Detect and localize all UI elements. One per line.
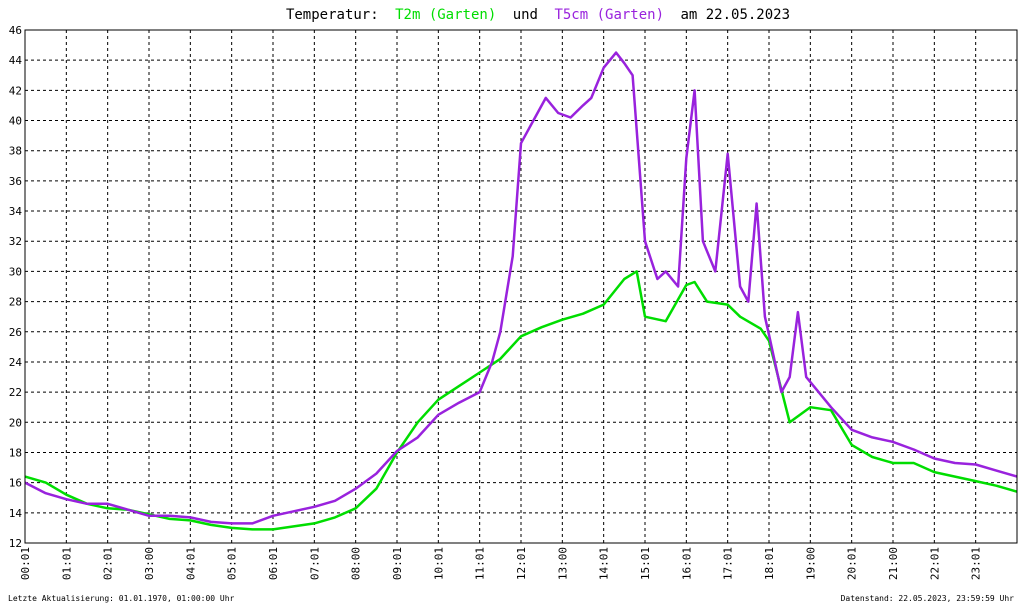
x-tick-label: 03:00 — [143, 547, 156, 580]
x-tick-label: 12:01 — [515, 547, 528, 580]
x-tick-label: 06:01 — [267, 547, 280, 580]
chart-title: Temperatur: T2m (Garten) und T5cm (Garte… — [286, 7, 790, 23]
footer-last-update: Letzte Aktualisierung: 01.01.1970, 01:00… — [8, 594, 235, 603]
series-lines — [24, 51, 1018, 531]
x-tick-label: 15:01 — [639, 547, 652, 580]
x-axis-ticks: 00:01 01:01 02:01 03:00 04:01 05:01 06:01 07:01… — [19, 547, 983, 580]
x-tick-label: 21:00 — [887, 547, 900, 580]
x-tick-label: 19:00 — [804, 547, 817, 580]
series-line-1 — [24, 270, 1018, 531]
y-tick-label: 42 — [9, 84, 22, 97]
y-tick-label: 18 — [9, 446, 22, 459]
x-tick-label: 00:01 — [19, 547, 32, 580]
title-series1: T2m (Garten) — [395, 7, 496, 23]
x-tick-label: 14:01 — [598, 547, 611, 580]
x-tick-label: 04:01 — [184, 547, 197, 580]
y-tick-label: 38 — [9, 145, 22, 158]
x-tick-label: 07:01 — [308, 547, 321, 580]
y-tick-label: 24 — [9, 356, 23, 369]
plot-frame — [24, 29, 1018, 544]
x-tick-label: 18:01 — [763, 547, 776, 580]
series-line-2 — [24, 51, 1018, 525]
y-tick-label: 26 — [9, 326, 22, 339]
x-tick-label: 01:01 — [60, 547, 73, 580]
x-tick-label: 20:01 — [846, 547, 859, 580]
y-tick-label: 22 — [9, 386, 22, 399]
x-tick-label: 02:01 — [102, 547, 115, 580]
x-tick-label: 05:01 — [226, 547, 239, 580]
title-series2: T5cm (Garten) — [554, 7, 664, 23]
x-tick-label: 08:00 — [350, 547, 363, 580]
footer-data-status: Datenstand: 22.05.2023, 23:59:59 Uhr — [841, 594, 1015, 603]
x-tick-label: 11:01 — [474, 547, 487, 580]
title-joiner: und — [513, 7, 538, 23]
grid — [25, 30, 1017, 543]
y-tick-label: 14 — [9, 507, 23, 520]
x-tick-label: 17:01 — [722, 547, 735, 580]
x-tick-label: 23:01 — [970, 547, 983, 580]
y-tick-label: 16 — [9, 477, 22, 490]
y-tick-label: 28 — [9, 296, 22, 309]
y-tick-label: 32 — [9, 235, 22, 248]
x-tick-label: 10:01 — [432, 547, 445, 580]
y-tick-label: 36 — [9, 175, 22, 188]
x-tick-label: 16:01 — [680, 547, 693, 580]
y-axis-ticks: 12 14 16 18 20 22 24 26 28 30 32 34 36 38 40 42 44 46 — [9, 24, 23, 550]
y-tick-label: 20 — [9, 416, 22, 429]
y-tick-label: 34 — [9, 205, 23, 218]
y-tick-label: 46 — [9, 24, 22, 37]
y-tick-label: 44 — [9, 54, 23, 67]
x-tick-label: 13:00 — [556, 547, 569, 580]
y-tick-label: 12 — [9, 537, 22, 550]
y-tick-label: 40 — [9, 115, 22, 128]
x-tick-label: 22:01 — [928, 547, 941, 580]
x-tick-label: 09:01 — [391, 547, 404, 580]
title-suffix: am 22.05.2023 — [680, 7, 790, 23]
chart-title-text: Temperatur: T2m (Garten) und T5cm (Garte… — [286, 7, 790, 23]
y-tick-label: 30 — [9, 265, 22, 278]
title-prefix: Temperatur: — [286, 7, 379, 23]
